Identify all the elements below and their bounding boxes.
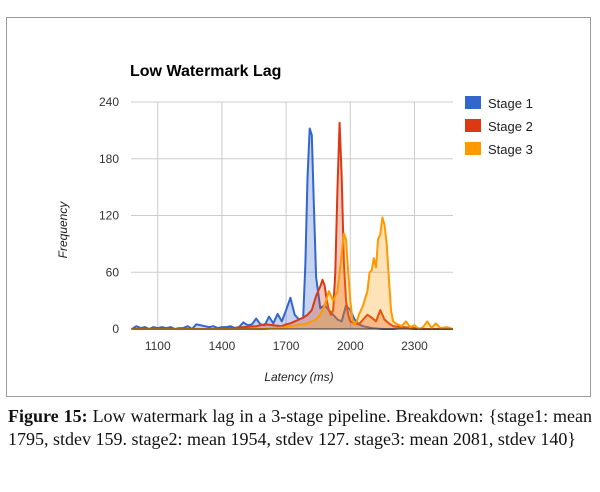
y-tick-label: 120 (99, 209, 119, 223)
grid-lines (131, 101, 453, 329)
series-line-stage-2 (132, 121, 453, 330)
legend-label-stage-2: Stage 2 (488, 119, 533, 134)
y-tick-label: 60 (106, 265, 120, 279)
legend-swatch-stage-3 (465, 142, 481, 155)
y-axis-label: Frequency (56, 201, 70, 259)
x-tick-label: 2000 (337, 339, 364, 353)
legend-swatch-stage-2 (465, 119, 481, 132)
series-area-stage-3 (132, 217, 453, 329)
series-layer (131, 121, 454, 330)
series-line-stage-3 (132, 216, 454, 330)
chart: Low Watermark Lag 0 60 120 180 240 1100 1400 17… (56, 63, 533, 384)
x-axis-label: Latency (ms) (264, 370, 333, 384)
series-area-stage-2 (132, 122, 453, 329)
caption-label: Figure 15: (8, 406, 88, 426)
axes: 0 60 120 180 240 1100 1400 1700 2000 2300 (99, 95, 453, 353)
y-tick-label: 180 (99, 152, 119, 166)
y-tick-label: 0 (112, 322, 119, 336)
legend-label-stage-1: Stage 1 (488, 96, 533, 111)
x-tick-label: 1700 (273, 339, 300, 353)
figure-caption: Figure 15: Low watermark lag in a 3-stag… (8, 405, 592, 451)
x-tick-label: 1400 (209, 339, 236, 353)
caption-text: Low watermark lag in a 3-stage pipeline.… (8, 406, 593, 449)
legend-label-stage-3: Stage 3 (488, 142, 533, 157)
x-tick-label: 2300 (401, 339, 428, 353)
x-tick-label: 1100 (145, 339, 171, 353)
y-tick-label: 240 (99, 95, 119, 109)
figure-frame: Low Watermark Lag 0 60 120 180 240 1100 1400 17… (6, 17, 591, 397)
legend: Stage 1 Stage 2 Stage 3 (465, 96, 533, 157)
legend-swatch-stage-1 (465, 96, 481, 109)
chart-title: Low Watermark Lag (130, 63, 281, 80)
